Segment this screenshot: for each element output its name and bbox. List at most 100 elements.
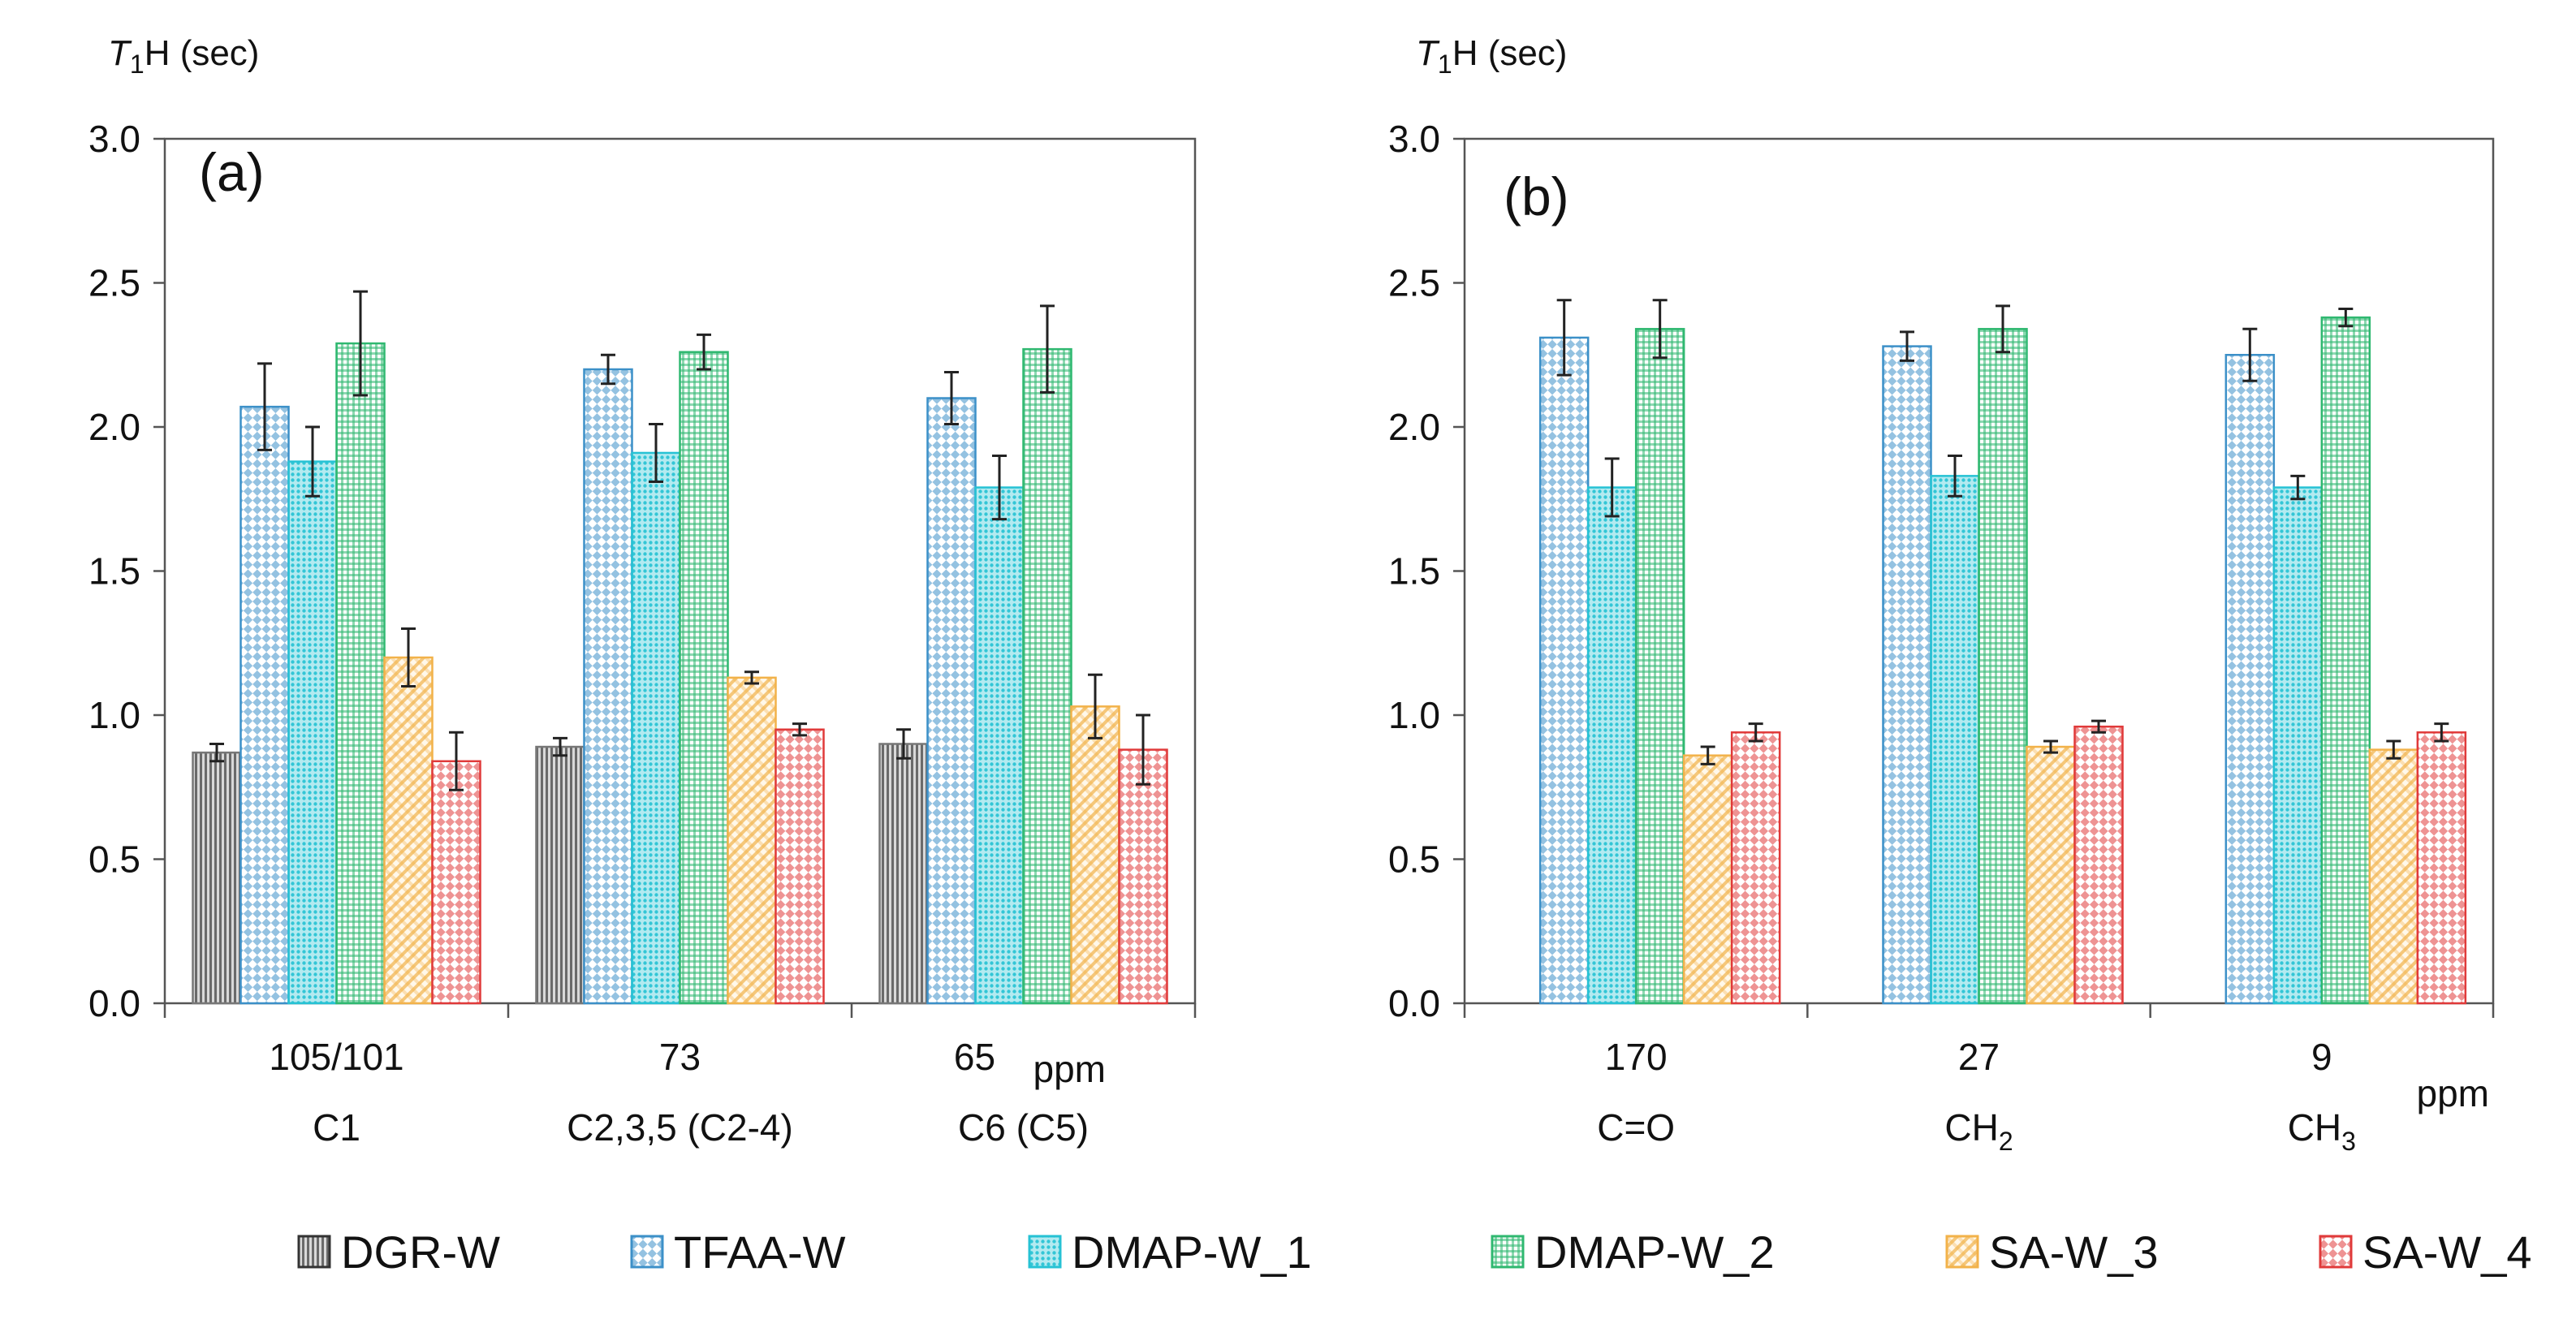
category-ppm-label: 105/101 <box>269 1036 403 1078</box>
y-tick-label: 0.0 <box>1388 982 1440 1024</box>
y-tick-label: 1.5 <box>1388 550 1440 593</box>
error-bar-sa-w-3-1 <box>401 627 416 688</box>
y-tick-label: 3.0 <box>1388 118 1440 160</box>
error-bar-sa-w-3-3 <box>2386 739 2401 760</box>
y-tick-label: 0.5 <box>1388 838 1440 881</box>
bar-dmap-w-1-3 <box>974 486 1025 1005</box>
panel-b: 0.0 0.5 1.0 1.5 2.0 2.5 3.0 T1H (sec) (b) 170 C=O 2… <box>1388 33 2495 1156</box>
bar-sa-w-4-3 <box>1118 748 1168 1005</box>
bar-dmap-w-1-1 <box>287 460 338 1005</box>
bar-sa-w-4-1 <box>1730 731 1781 1005</box>
bar-dmap-w-1-1 <box>1586 486 1638 1005</box>
panel-label: (b) <box>1504 166 1569 226</box>
y-tick-label: 1.0 <box>1388 694 1440 736</box>
y-axis-label: T1H (sec) <box>1416 33 1567 79</box>
error-bar-tfaa-w-2 <box>601 353 615 386</box>
bar-sa-w-4-2 <box>775 728 825 1005</box>
category-name-label: CH3 <box>2288 1106 2356 1156</box>
legend-item-tfaa-w: TFAA-W <box>630 1226 846 1278</box>
category-name-label: C2,3,5 (C2-4) <box>567 1106 793 1149</box>
bar-sa-w-4-3 <box>2416 731 2467 1005</box>
legend-label: SA-W_3 <box>1989 1226 2159 1278</box>
category-ppm-label: 9 <box>2311 1036 2332 1078</box>
error-bar-sa-w-3-3 <box>1088 673 1102 739</box>
ppm-unit-label: ppm <box>2417 1072 2489 1114</box>
error-bar-dmap-w-2-1 <box>353 290 368 397</box>
y-tick-label: 2.0 <box>1388 406 1440 448</box>
legend-label: DMAP-W_2 <box>1534 1226 1775 1278</box>
error-bar-tfaa-w-1 <box>257 362 272 451</box>
panel-a: 0.0 0.5 1.0 1.5 2.0 2.5 3.0 T1H (sec) (a) 105/101… <box>88 33 1197 1149</box>
error-bar-dmap-w-2-1 <box>1652 299 1668 360</box>
bar-tfaa-w-2 <box>583 368 633 1005</box>
error-bar-sa-w-3-2 <box>744 670 759 685</box>
bar-sa-w-4-1 <box>431 760 481 1005</box>
error-bar-tfaa-w-3 <box>944 371 959 425</box>
legend-label: DMAP-W_1 <box>1072 1226 1312 1278</box>
category-name-label: C1 <box>313 1106 360 1149</box>
error-bar-dmap-w-1-2 <box>1948 455 1962 498</box>
error-bar-dmap-w-2-3 <box>2338 307 2354 328</box>
y-tick-label: 2.5 <box>1388 262 1440 304</box>
error-bar-sa-w-4-1 <box>1748 722 1763 743</box>
bar-dmap-w-2-2 <box>679 351 729 1005</box>
error-bar-dgr-w-2 <box>553 736 567 757</box>
error-bar-dmap-w-2-2 <box>697 333 711 371</box>
y-tick-label: 0.0 <box>88 982 140 1024</box>
bar-tfaa-w-2 <box>1882 345 1932 1005</box>
error-bar-dmap-w-1-1 <box>1604 457 1620 518</box>
bar-dmap-w-1-2 <box>1930 475 1980 1005</box>
bar-tfaa-w-1 <box>239 405 290 1005</box>
bar-dmap-w-1-2 <box>631 451 681 1005</box>
bar-dgr-w-3 <box>878 743 929 1005</box>
bar-dmap-w-2-3 <box>2320 316 2371 1005</box>
bar-sa-w-3-2 <box>2026 745 2076 1005</box>
ppm-unit-label: ppm <box>1033 1048 1106 1090</box>
error-bar-tfaa-w-3 <box>2242 327 2258 382</box>
bar-dmap-w-2-2 <box>1978 328 2028 1005</box>
error-bar-sa-w-3-1 <box>1700 745 1715 765</box>
legend-swatch <box>630 1235 664 1269</box>
category-ppm-label: 170 <box>1605 1036 1668 1078</box>
bar-sa-w-3-2 <box>727 676 777 1005</box>
bar-sa-w-3-3 <box>2368 748 2419 1005</box>
legend-swatch <box>2319 1235 2353 1269</box>
bar-dmap-w-2-1 <box>335 342 386 1005</box>
legend-swatch <box>1491 1235 1525 1269</box>
error-bar-sa-w-4-2 <box>792 722 807 737</box>
legend-label: TFAA-W <box>674 1226 846 1278</box>
category-name-label: CH2 <box>1944 1106 2013 1156</box>
legend-swatch <box>1028 1235 1062 1269</box>
category-ppm-label: 73 <box>659 1036 701 1078</box>
category-ppm-label: 27 <box>1958 1036 2000 1078</box>
category-name-label: C=O <box>1597 1106 1675 1149</box>
y-tick-label: 0.5 <box>88 838 140 881</box>
category-ppm-label: 65 <box>954 1036 995 1078</box>
y-tick-label: 2.5 <box>88 262 140 304</box>
error-bar-sa-w-4-3 <box>1136 713 1150 786</box>
y-tick-label: 1.5 <box>88 550 140 593</box>
bar-tfaa-w-3 <box>2224 354 2276 1005</box>
legend-item-sa-w-3: SA-W_3 <box>1945 1226 2159 1278</box>
legend-label: DGR-W <box>341 1226 500 1278</box>
bar-sa-w-3-3 <box>1070 705 1120 1005</box>
error-bar-sa-w-3-2 <box>2043 739 2058 754</box>
y-tick-label: 3.0 <box>88 118 140 160</box>
legend-item-dmap-w-2: DMAP-W_2 <box>1491 1226 1775 1278</box>
legend-item-sa-w-4: SA-W_4 <box>2319 1226 2532 1278</box>
error-bar-dgr-w-1 <box>209 743 224 763</box>
error-bar-sa-w-4-2 <box>2091 719 2106 734</box>
y-axis-label: T1H (sec) <box>108 33 259 79</box>
legend: DGR-W TFAA-W DMAP-W_1 DMAP-W_2 SA-W_3 SA-W_4 <box>297 1226 2532 1278</box>
error-bar-sa-w-4-1 <box>449 731 464 791</box>
error-bar-tfaa-w-2 <box>1900 330 1914 362</box>
error-bar-dmap-w-1-3 <box>2290 474 2306 501</box>
error-bar-dmap-w-2-2 <box>1996 304 2010 354</box>
bar-tfaa-w-3 <box>926 397 977 1005</box>
bar-sa-w-3-1 <box>1682 754 1733 1005</box>
bar-sa-w-3-1 <box>383 656 434 1005</box>
bar-dmap-w-2-1 <box>1634 328 1685 1005</box>
legend-item-dmap-w-1: DMAP-W_1 <box>1028 1226 1312 1278</box>
error-bar-sa-w-4-3 <box>2434 722 2449 743</box>
